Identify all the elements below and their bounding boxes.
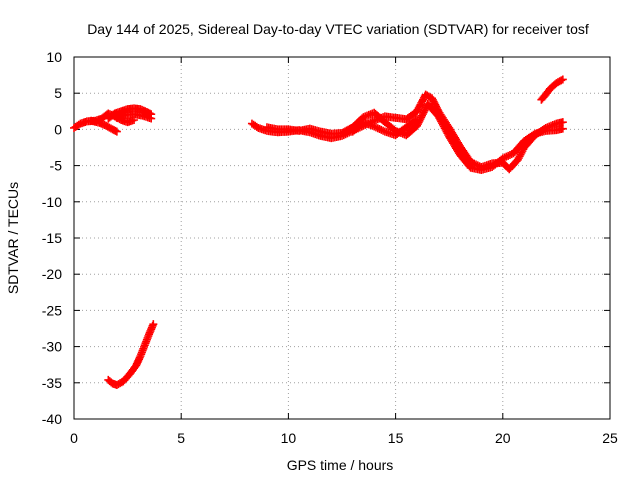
data-point bbox=[373, 124, 382, 133]
y-tick-label: -30 bbox=[42, 339, 62, 355]
y-tick-label: 5 bbox=[54, 85, 62, 101]
data-point bbox=[514, 154, 523, 163]
y-tick-label: -40 bbox=[42, 411, 62, 427]
data-point bbox=[371, 123, 380, 132]
data-point bbox=[413, 115, 422, 124]
data-point bbox=[500, 153, 509, 162]
x-tick-label: 20 bbox=[495, 430, 511, 446]
y-tick-label: -25 bbox=[42, 302, 62, 318]
series-arc-4 bbox=[537, 75, 567, 104]
x-axis-label: GPS time / hours bbox=[287, 457, 394, 473]
data-point bbox=[502, 152, 511, 161]
y-tick-label: -35 bbox=[42, 375, 62, 391]
data-point bbox=[558, 124, 567, 133]
x-tick-labels: 0 5 10 15 20 25 bbox=[70, 430, 618, 446]
y-tick-labels: -40 -35 -30 -25 -20 -15 -10 -5 0 5 10 bbox=[42, 49, 62, 427]
series-arc-1d bbox=[112, 110, 156, 123]
data-point bbox=[370, 122, 379, 131]
series-arc-1b bbox=[87, 116, 121, 136]
data-point bbox=[557, 76, 566, 85]
data-point bbox=[112, 127, 121, 136]
x-tick-label: 15 bbox=[388, 430, 404, 446]
data-point bbox=[558, 75, 567, 84]
data-point bbox=[515, 152, 524, 161]
data-point bbox=[517, 148, 526, 157]
data-point bbox=[516, 150, 525, 159]
y-axis-label: SDTVAR / TECUs bbox=[5, 182, 21, 294]
data-point bbox=[149, 320, 158, 329]
data-point bbox=[513, 155, 522, 164]
data-point bbox=[375, 125, 384, 134]
y-tick-label: -15 bbox=[42, 230, 62, 246]
series-arc-2 bbox=[104, 320, 158, 389]
axes bbox=[73, 56, 611, 420]
y-tick-label: -5 bbox=[50, 158, 63, 174]
data-point bbox=[505, 150, 514, 159]
data-series bbox=[70, 75, 567, 389]
y-tick-label: -20 bbox=[42, 266, 62, 282]
y-tick-label: -10 bbox=[42, 194, 62, 210]
chart-title: Day 144 of 2025, Sidereal Day-to-day VTE… bbox=[87, 21, 589, 37]
data-point bbox=[377, 125, 386, 134]
data-point bbox=[504, 151, 513, 160]
x-tick-label: 10 bbox=[281, 430, 297, 446]
data-point bbox=[411, 116, 420, 125]
data-point bbox=[379, 126, 388, 135]
x-tick-label: 5 bbox=[177, 430, 185, 446]
series-arc-3c bbox=[348, 115, 422, 140]
data-point bbox=[498, 154, 507, 163]
y-tick-label: 0 bbox=[54, 121, 62, 137]
data-point bbox=[147, 114, 156, 123]
x-tick-label: 0 bbox=[70, 430, 78, 446]
grid-lines bbox=[74, 57, 610, 419]
x-tick-label: 25 bbox=[602, 430, 618, 446]
y-tick-label: 10 bbox=[46, 49, 62, 65]
